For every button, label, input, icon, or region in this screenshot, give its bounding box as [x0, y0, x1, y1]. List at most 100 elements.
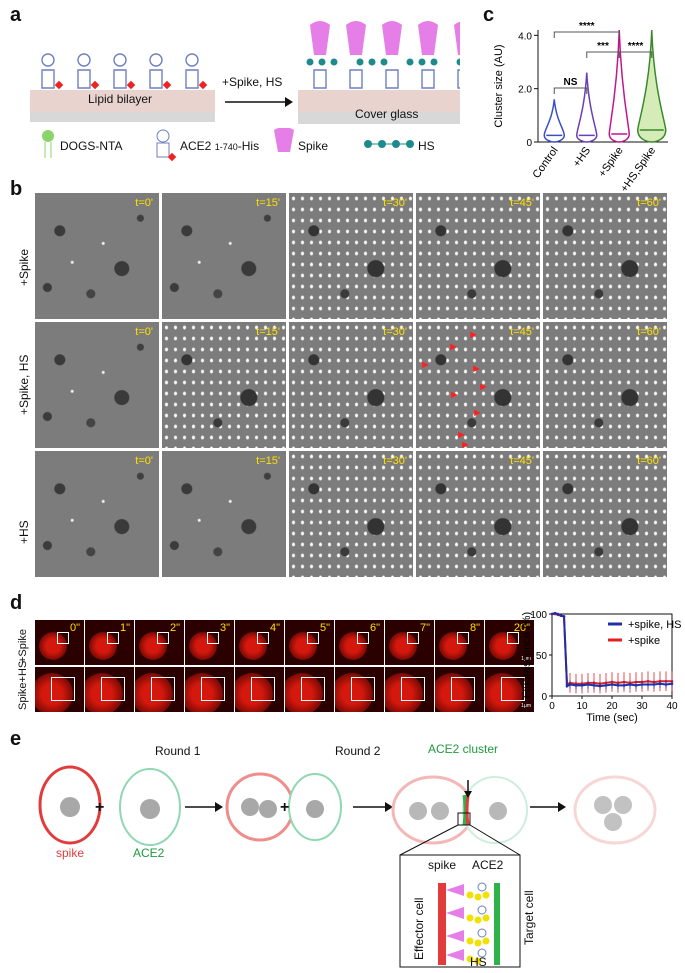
- fluorescent-cluster: [439, 632, 467, 660]
- y-tick-label: 50: [536, 651, 548, 662]
- violin-shape: [575, 72, 598, 143]
- panel-a-schematic: [30, 21, 460, 124]
- panel-e-schematic: [38, 765, 657, 968]
- bleach-roi-box: [507, 632, 519, 644]
- data-point: [598, 684, 602, 688]
- cluster-arrow-marker: ►: [471, 363, 482, 375]
- bleach-roi-box: [57, 632, 69, 644]
- panel-d-row-label: Spike+HS: [17, 660, 29, 710]
- microscopy-tile: t=30': [289, 322, 413, 448]
- microscopy-tile: t=45' ► ► ► ► ► ► ► ► ►: [416, 322, 540, 448]
- y-tick-label: 4.0: [518, 31, 532, 42]
- frap-tile: 4": [235, 620, 284, 665]
- bleach-roi-box: [501, 677, 525, 701]
- data-point: [640, 683, 644, 686]
- time-label: 5": [319, 622, 330, 634]
- spike-cell-label: spike: [56, 846, 85, 860]
- data-point: [586, 683, 590, 686]
- frap-tile: 8": [435, 620, 484, 665]
- plus-sign-1: +: [95, 799, 105, 816]
- spike-icon: [274, 128, 294, 152]
- legend-dogs-nta: DOGS-NTA: [60, 139, 123, 153]
- bleach-roi-box: [51, 677, 75, 701]
- significance-bracket: [586, 51, 620, 58]
- time-label: t=15': [256, 197, 280, 209]
- data-point: [580, 684, 584, 687]
- x-tick-label: 30: [636, 701, 648, 712]
- panel-a-legend-icons: [42, 128, 414, 162]
- violin-shape: [636, 29, 667, 143]
- panel-b-row-label: +Spike, HS: [17, 354, 31, 415]
- inset-ace2-label: ACE2: [472, 858, 504, 872]
- time-label: 6": [369, 622, 380, 634]
- scale-bar-label: 1μm: [521, 656, 531, 662]
- cluster-arrow-marker: ►: [456, 429, 467, 441]
- bleach-roi-box: [351, 677, 375, 701]
- time-label: 2": [169, 622, 180, 634]
- bleach-roi-box: [407, 632, 419, 644]
- y-tick-label: 0: [526, 138, 532, 149]
- effector-cell-label: Effector cell: [412, 897, 426, 960]
- time-label: t=45': [510, 455, 534, 467]
- bleach-roi-box: [251, 677, 275, 701]
- cluster-arrow-marker: ►: [472, 407, 483, 419]
- time-label: t=15': [256, 455, 280, 467]
- category-label: +HS: [571, 145, 593, 170]
- x-axis-label: Time (sec): [586, 712, 638, 724]
- microscopy-tile: t=15': [162, 451, 286, 577]
- violin-shape: [543, 99, 566, 143]
- data-point: [646, 683, 650, 686]
- panel-d-row-label: +Spike: [17, 629, 29, 663]
- panel-a-label: a: [10, 4, 22, 26]
- frap-tile: 2": [135, 620, 184, 665]
- time-label: t=0': [135, 455, 153, 467]
- significance-bracket: [553, 87, 588, 94]
- data-point: [559, 614, 563, 617]
- panel-b-row-label: +HS: [17, 520, 31, 544]
- microscopy-tile: t=0': [35, 193, 159, 319]
- data-point: [616, 684, 620, 687]
- data-point: [553, 611, 557, 615]
- cluster-arrow-marker: ►: [449, 389, 460, 401]
- bleach-roi-box: [151, 677, 175, 701]
- fluorescent-cluster: [489, 632, 517, 660]
- category-label: Control: [531, 145, 561, 181]
- time-label: t=30': [383, 455, 407, 467]
- cluster-arrow-marker: ►: [448, 341, 459, 353]
- fluorescent-cluster: [289, 632, 317, 660]
- frap-tile: [435, 667, 484, 712]
- x-tick-label: 10: [576, 701, 588, 712]
- fluorescent-cluster: [235, 673, 273, 712]
- legend-hs: HS: [418, 139, 435, 153]
- cluster-arrow-marker: ►: [468, 329, 479, 341]
- y-axis-label: Fluorescence (%): [522, 612, 533, 698]
- frap-tile: 7": [385, 620, 434, 665]
- frap-tile: 0": [35, 620, 84, 665]
- bleach-roi-box: [401, 677, 425, 701]
- data-point: [610, 683, 614, 686]
- frap-tile: [85, 667, 134, 712]
- inset-hs-label: HS: [470, 955, 487, 969]
- frap-tile: [285, 667, 334, 712]
- microscopy-tile: t=30': [289, 451, 413, 577]
- frap-tile: 1": [85, 620, 134, 665]
- data-point: [574, 684, 578, 687]
- frap-tile: 1μm: [485, 667, 534, 712]
- bleach-roi-box: [307, 632, 319, 644]
- frap-tile: [135, 667, 184, 712]
- cover-glass-label: Cover glass: [355, 107, 419, 121]
- time-label: 3": [219, 622, 230, 634]
- microscopy-tile: t=30': [289, 193, 413, 319]
- data-point: [658, 682, 662, 685]
- frap-tile: 6": [335, 620, 384, 665]
- panel-b-row-label: +Spike: [17, 248, 31, 286]
- panel-d-label: d: [10, 592, 23, 614]
- bleach-roi-box: [457, 632, 469, 644]
- data-point: [592, 684, 596, 687]
- bleach-roi-box: [157, 632, 169, 644]
- ace2-cluster-label: ACE2 cluster: [428, 742, 499, 756]
- microscopy-tile: t=60': [543, 193, 667, 319]
- plus-sign-2: +: [280, 799, 290, 816]
- time-label: 1": [119, 622, 130, 634]
- time-label: t=0': [135, 197, 153, 209]
